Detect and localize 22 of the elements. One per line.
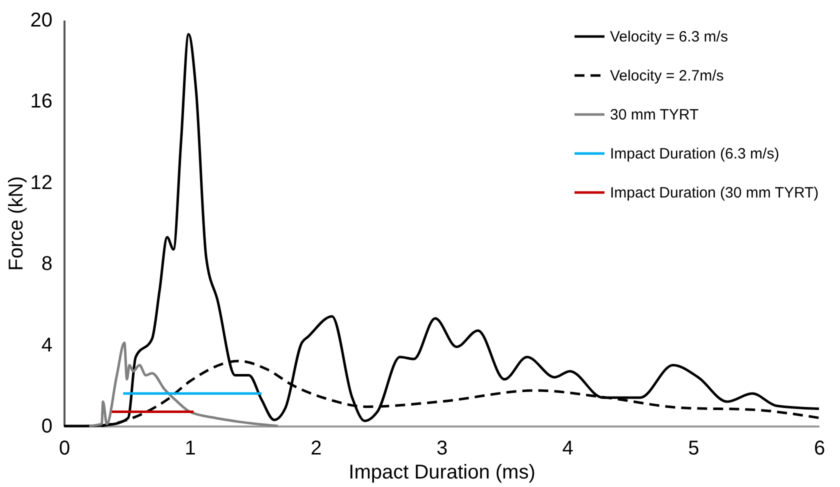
y-tick-label: 8 [41, 253, 52, 276]
legend-label: Velocity = 6.3 m/s [610, 28, 728, 46]
y-tick-label: 20 [30, 10, 52, 32]
x-tick-label: 6 [814, 438, 826, 460]
x-tick-label: 2 [310, 438, 322, 460]
x-tick-label: 5 [688, 438, 700, 460]
x-tick-label: 1 [184, 438, 196, 460]
y-tick-label: 0 [41, 416, 52, 438]
y-tick-label: 4 [41, 334, 52, 356]
legend-label: Impact Duration (30 mm TYRT) [610, 184, 819, 202]
x-axis-title: Impact Duration (ms) [348, 462, 536, 484]
line-series [88, 342, 280, 428]
y-tick-label: 16 [30, 90, 52, 113]
y-tick-label: 12 [30, 172, 52, 194]
y-axis-title: Force (kN) [5, 176, 28, 271]
x-tick-label: 3 [436, 438, 448, 460]
legend-label: 30 mm TYRT [610, 106, 699, 124]
legend-label: Impact Duration (6.3 m/s) [610, 146, 780, 162]
legend-label: Velocity = 2.7m/s [610, 68, 724, 84]
x-tick-label: 0 [58, 438, 70, 460]
line-series [62, 32, 820, 428]
x-tick-label: 4 [562, 438, 574, 460]
